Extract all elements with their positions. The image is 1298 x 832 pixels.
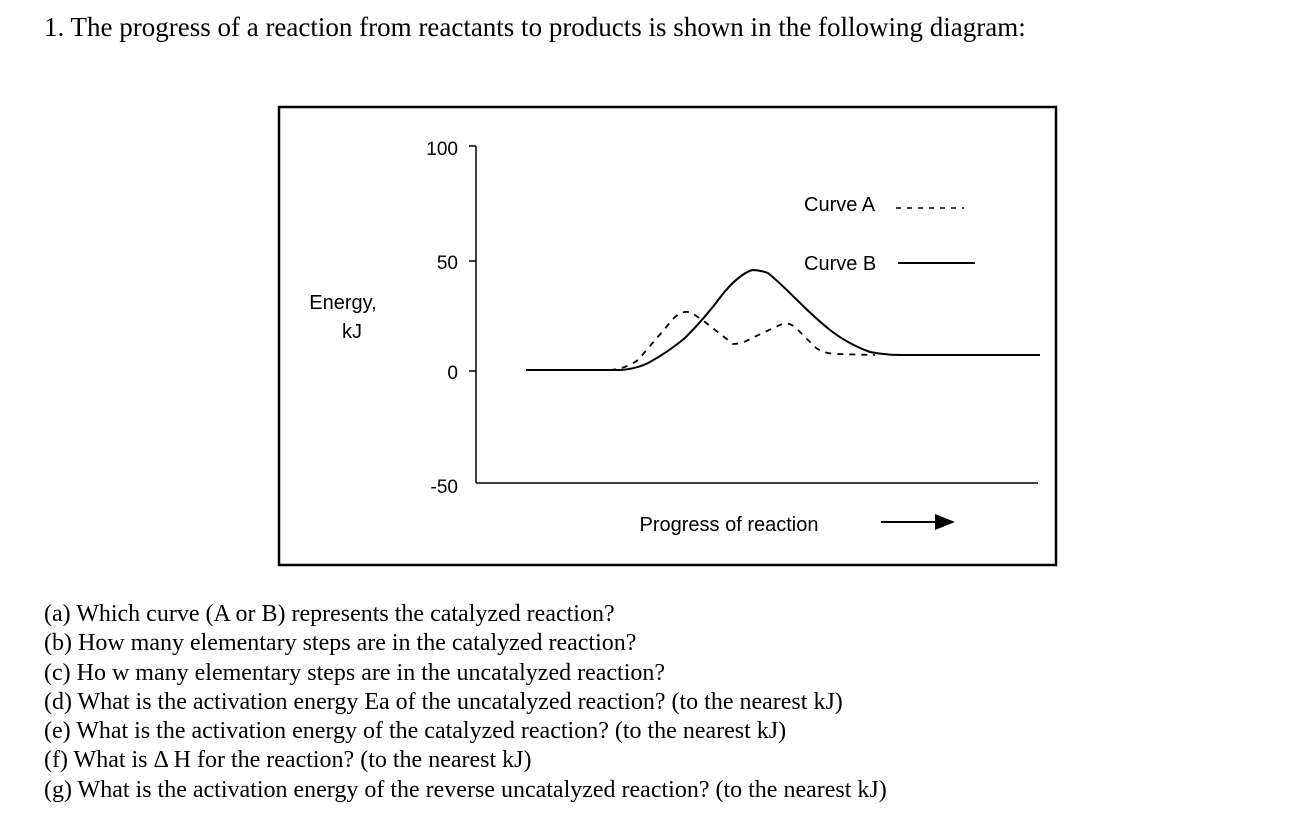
diagram-frame xyxy=(277,105,1058,567)
legend-curve-a-label: Curve A xyxy=(804,194,876,216)
y-axis-label-line2: kJ xyxy=(342,321,362,343)
question-list: (a) Which curve (A or B) represents the … xyxy=(44,600,887,805)
question-a: (a) Which curve (A or B) represents the … xyxy=(44,601,615,627)
y-axis-label-line1: Energy, xyxy=(309,292,376,314)
question-f: (f) What is Δ H for the reaction? (to th… xyxy=(44,747,532,774)
question-g: (g) What is the activation energy of the… xyxy=(44,776,887,803)
y-tick-label-100: 100 xyxy=(426,139,458,160)
x-axis-arrowhead xyxy=(935,514,955,530)
y-tick-label-50: 50 xyxy=(437,253,458,274)
question-d: (d) What is the activation energy Ea of … xyxy=(44,688,843,715)
problem-heading: 1. The progress of a reaction from react… xyxy=(44,12,1026,42)
legend-curve-b-label: Curve B xyxy=(804,253,876,275)
curve-a-dashed xyxy=(526,310,876,371)
y-tick-label-0: 0 xyxy=(447,363,458,384)
question-b: (b) How many elementary steps are in the… xyxy=(44,630,637,657)
question-e: (e) What is the activation energy of the… xyxy=(44,718,787,745)
x-axis-label: Progress of reaction xyxy=(640,514,819,536)
y-tick-label-neg50: -50 xyxy=(431,477,458,498)
curve-b-solid xyxy=(526,268,1040,371)
question-c: (c) Ho w many elementary steps are in th… xyxy=(44,659,666,686)
